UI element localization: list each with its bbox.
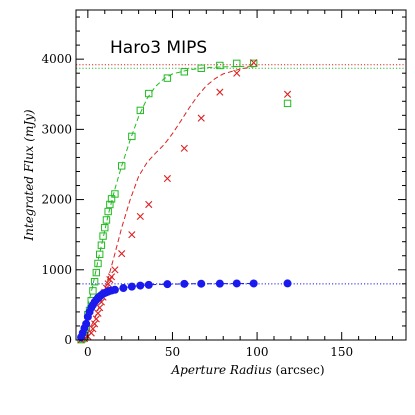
series-1-point-16 [111,266,119,274]
series-0-point-27 [216,61,224,70]
series-0-point-7 [89,287,97,295]
x-axis-label-unit: (arcsec) [272,363,325,377]
series-2-point-30 [283,279,292,288]
series-2-point-19 [110,285,119,294]
series-0-point-20 [117,162,126,170]
plot-frame [75,9,407,341]
y-tick-label-4000: 4000 [41,52,72,66]
series-1-point-4 [89,325,97,333]
series-2-point-22 [136,281,145,290]
series-1-point-18 [128,231,136,239]
series-0-point-26 [197,64,205,72]
series-0-point-29 [249,59,258,68]
y-tick-label-0: 0 [64,333,72,347]
x-tick-label-100: 100 [246,345,269,359]
series-0-point-16 [104,207,112,216]
series-1-point-26 [250,59,258,67]
series-0-point-14 [101,223,109,232]
series-1-point-17 [118,250,126,258]
series-1-point-24 [216,88,224,96]
series-1-point-7 [94,309,102,317]
series-1-point-8 [96,304,104,312]
series-2-point-27 [215,279,224,288]
series-0-point-17 [106,200,114,209]
y-axis-label: Integrated Flux (mJy) [22,109,36,242]
series-0-point-30 [283,99,292,108]
series-2-point-26 [197,279,206,288]
y-tick-label-2000: 2000 [41,193,72,207]
series-2-point-3 [82,319,91,328]
series-0-point-13 [99,232,107,240]
series-0-point-28 [233,59,241,68]
series-0-point-21 [128,132,136,141]
series-0-point-8 [90,278,99,286]
series-1-point-21 [163,174,171,183]
series-0-point-15 [102,216,111,224]
series-0-point-22 [136,106,145,115]
series-2-point-28 [232,279,241,288]
series-1-point-6 [92,315,100,323]
series-0-point-9 [92,268,101,277]
series-0-point-24 [163,74,172,82]
series-1-point-22 [180,144,188,152]
series-0-point-25 [180,68,189,76]
series-1-point-5 [91,320,99,328]
series-2-point-25 [180,279,189,288]
x-axis-label-main: Aperture Radius [170,363,271,377]
series-2-point-29 [249,279,258,288]
y-tick-label-1000: 1000 [41,263,72,277]
y-tick-label-3000: 3000 [41,122,72,136]
chart-title: Haro3 MIPS [110,38,207,58]
x-tick-label-0: 0 [84,345,92,359]
series-0-point-12 [97,241,106,249]
series-2-point-24 [163,280,172,289]
x-tick-label-50: 50 [165,345,180,359]
series-1-point-13 [104,280,112,288]
series-2-point-21 [127,282,136,291]
x-tick-label-150: 150 [330,345,353,359]
series-1-point-23 [197,114,205,122]
series-1-point-27 [283,90,292,98]
series-1-point-3 [87,329,95,337]
data-markers [77,59,292,344]
series-1-point-19 [136,212,144,221]
series-0-point-10 [94,259,102,268]
series-1-point-25 [233,69,241,77]
series-0-point-11 [95,250,104,259]
series-0-point-19 [111,190,119,198]
series-2-point-23 [144,280,153,289]
series-1-point-15 [107,273,116,281]
x-axis-label: Aperture Radius (arcsec) [170,363,324,377]
series-0-point-23 [145,89,153,98]
axes: 0 50 100 150 0 1000 2000 3000 4000 [41,10,406,359]
series-1-point-20 [145,200,153,209]
series-2-point-20 [119,284,128,293]
